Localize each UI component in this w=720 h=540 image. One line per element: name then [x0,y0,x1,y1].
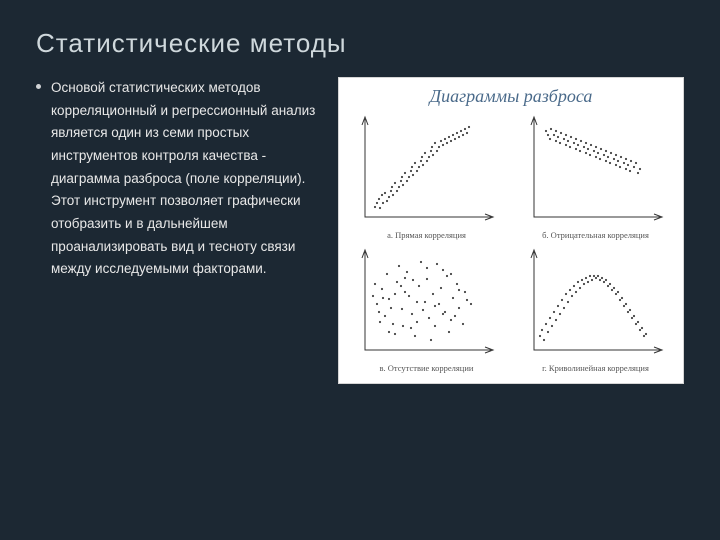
scatter-panel: б. Отрицательная корреляция [516,111,675,240]
bullet-icon [36,84,41,89]
panel-caption: б. Отрицательная корреляция [516,230,675,240]
scatter-panel: г. Криволинейная корреляция [516,244,675,373]
panel-grid: а. Прямая корреляция б. Отрицательная кор… [347,111,675,373]
panel-caption: а. Прямая корреляция [347,230,506,240]
scatter-panel: в. Отсутствие корреляции [347,244,506,373]
scatter-figure: Диаграммы разброса а. Прямая корреляция б… [338,77,684,384]
body-text: Основой статистических методов корреляци… [51,77,316,281]
scatter-panel: а. Прямая корреляция [347,111,506,240]
scatter-svg [516,244,666,362]
scatter-svg [347,244,497,362]
panel-caption: в. Отсутствие корреляции [347,363,506,373]
figure-title: Диаграммы разброса [347,86,675,107]
scatter-svg [516,111,666,229]
scatter-svg [347,111,497,229]
slide-title: Статистические методы [36,28,684,59]
text-column: Основой статистических методов корреляци… [36,77,316,281]
panel-caption: г. Криволинейная корреляция [516,363,675,373]
content-row: Основой статистических методов корреляци… [36,77,684,384]
bullet-item: Основой статистических методов корреляци… [36,77,316,281]
